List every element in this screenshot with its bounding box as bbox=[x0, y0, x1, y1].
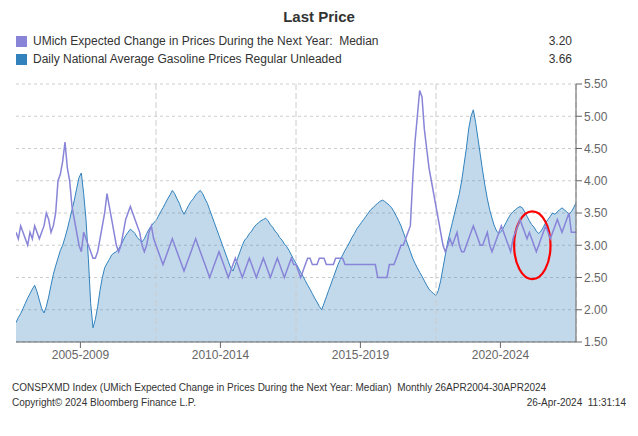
svg-text:3.00: 3.00 bbox=[584, 239, 608, 253]
html-text:3.66: 3.66 bbox=[548, 52, 572, 66]
html-text:UMich Expected Change in Price: UMich Expected Change in Prices During t… bbox=[33, 34, 379, 48]
svg-text:2010-2014: 2010-2014 bbox=[192, 348, 250, 362]
html-text:Last Price: Last Price bbox=[283, 8, 355, 25]
html-text:3.20: 3.20 bbox=[548, 34, 572, 48]
svg-text:2015-2019: 2015-2019 bbox=[332, 348, 390, 362]
svg-text:4.50: 4.50 bbox=[584, 142, 608, 156]
html-text:CONSPXMD Index (UMich Expected: CONSPXMD Index (UMich Expected Change in… bbox=[12, 382, 547, 393]
html-text:Copyright© 2024 Bloomberg Fina: Copyright© 2024 Bloomberg Finance L.P. bbox=[12, 397, 196, 408]
svg-text:5.50: 5.50 bbox=[584, 77, 608, 91]
svg-text:5.00: 5.00 bbox=[584, 110, 608, 124]
svg-text:2020-2024: 2020-2024 bbox=[472, 348, 530, 362]
html-text:26-Apr-2024 11:31:14: 26-Apr-2024 11:31:14 bbox=[526, 397, 626, 408]
svg-text:3.50: 3.50 bbox=[584, 206, 608, 220]
svg-text:2005-2009: 2005-2009 bbox=[52, 348, 110, 362]
svg-text:2.50: 2.50 bbox=[584, 271, 608, 285]
svg-text:4.00: 4.00 bbox=[584, 174, 608, 188]
svg-text:2.00: 2.00 bbox=[584, 303, 608, 317]
svg-text:1.50: 1.50 bbox=[584, 335, 608, 349]
html-text:Daily National Average Gasolin: Daily National Average Gasoline Prices R… bbox=[33, 52, 342, 66]
